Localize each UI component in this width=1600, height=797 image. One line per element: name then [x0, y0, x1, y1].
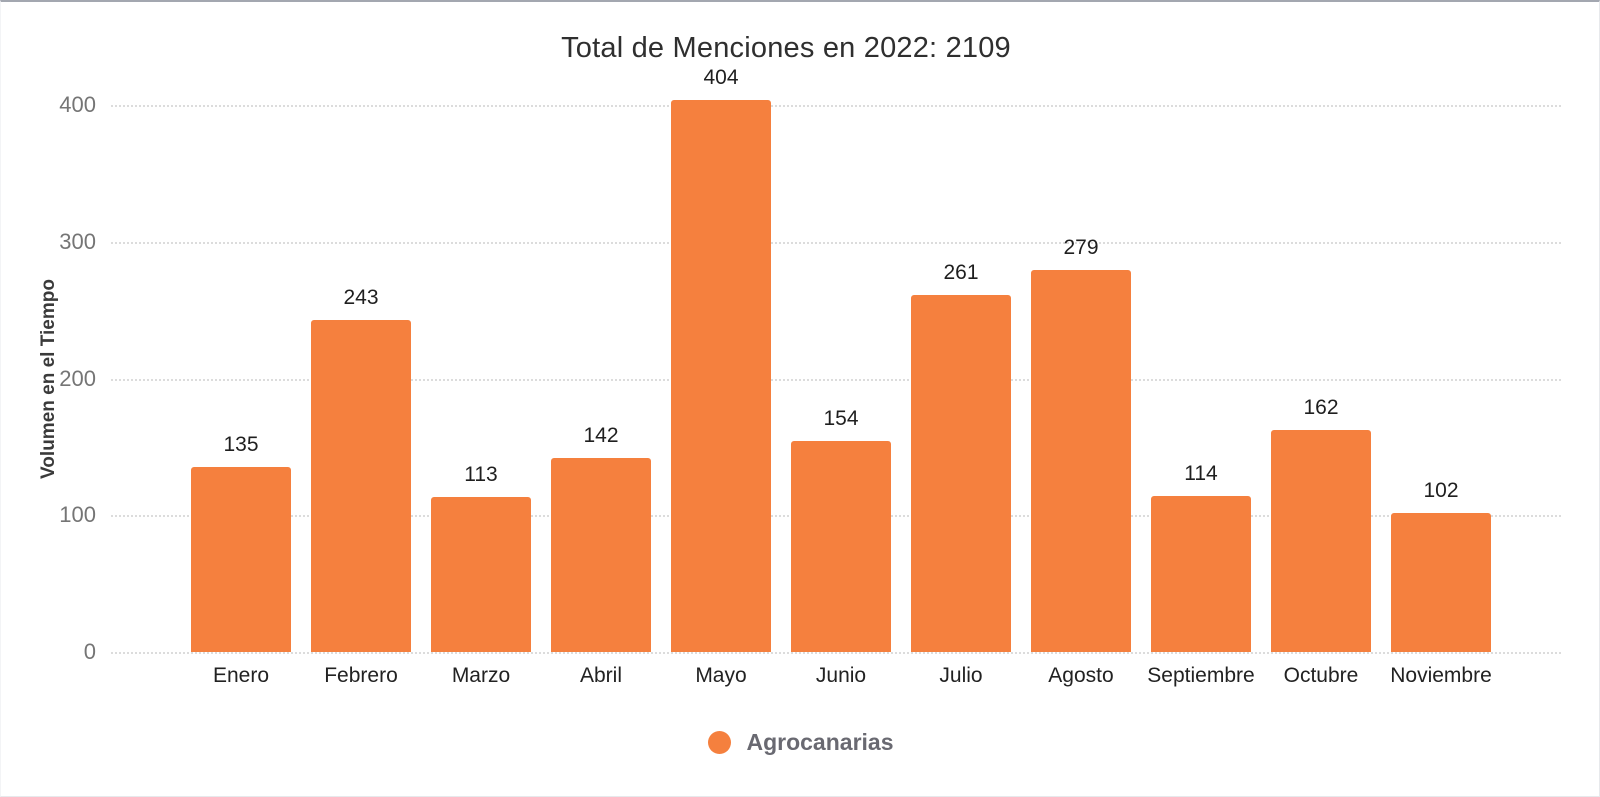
x-tick-label-abril: Abril — [579, 664, 622, 687]
bar-enero[interactable] — [191, 467, 291, 652]
chart-title: Total de Menciones en 2022: 2109 — [561, 32, 1011, 64]
gridline-300 — [111, 241, 1561, 244]
bar-marzo[interactable] — [431, 497, 531, 652]
x-tick-label-febrero: Febrero — [324, 664, 398, 687]
bar-value-label-julio: 261 — [943, 261, 979, 285]
x-tick-label-junio: Junio — [815, 664, 867, 687]
x-tick-label-julio: Julio — [939, 664, 983, 687]
x-tick-label-agosto: Agosto — [1048, 664, 1114, 687]
x-tick-label-septiembre: Septiembre — [1147, 664, 1255, 687]
bar-value-label-noviembre: 102 — [1423, 478, 1459, 502]
y-tick-label-100: 100 — [59, 502, 96, 528]
bar-value-label-enero: 135 — [223, 433, 259, 457]
x-tick-label-enero: Enero — [212, 664, 270, 687]
bar-agosto[interactable] — [1031, 270, 1131, 652]
legend: Agrocanarias — [1, 729, 1599, 756]
x-tick-label-marzo: Marzo — [451, 664, 511, 687]
gridline-0 — [111, 652, 1561, 654]
bar-julio[interactable] — [911, 295, 1011, 652]
legend-swatch-icon — [708, 731, 732, 754]
bar-value-label-febrero: 243 — [343, 285, 379, 309]
legend-label: Agrocanarias — [746, 729, 894, 755]
legend-item-agrocanarias[interactable]: Agrocanarias — [708, 729, 894, 756]
x-tick-label-octubre: Octubre — [1283, 664, 1359, 687]
bar-septiembre[interactable] — [1151, 496, 1251, 652]
bar-value-label-mayo: 404 — [703, 65, 739, 89]
bar-value-label-junio: 154 — [823, 407, 859, 431]
bar-abril[interactable] — [551, 457, 651, 652]
x-tick-label-noviembre: Noviembre — [1390, 664, 1492, 687]
plot-area: 135 243 113 142 404 154 261 279 114 162 102 — [111, 66, 1561, 654]
y-tick-label-400: 400 — [59, 92, 96, 117]
bar-value-label-septiembre: 114 — [1184, 462, 1218, 486]
bar-value-label-octubre: 162 — [1303, 396, 1339, 420]
bar-value-label-agosto: 279 — [1063, 236, 1099, 260]
bar-junio[interactable] — [791, 441, 891, 652]
bar-noviembre[interactable] — [1391, 512, 1491, 652]
bar-value-label-abril: 142 — [583, 423, 619, 447]
gridline-400 — [111, 105, 1561, 107]
y-tick-label-200: 200 — [59, 365, 96, 391]
gridline-200 — [111, 378, 1561, 381]
y-tick-label-0: 0 — [83, 639, 96, 664]
bar-mayo[interactable] — [671, 99, 771, 652]
x-tick-label-mayo: Mayo — [695, 664, 747, 687]
bar-octubre[interactable] — [1271, 430, 1371, 652]
y-tick-label-300: 300 — [59, 228, 96, 254]
bar-value-label-marzo: 113 — [464, 463, 498, 487]
bar-febrero[interactable] — [311, 319, 411, 652]
